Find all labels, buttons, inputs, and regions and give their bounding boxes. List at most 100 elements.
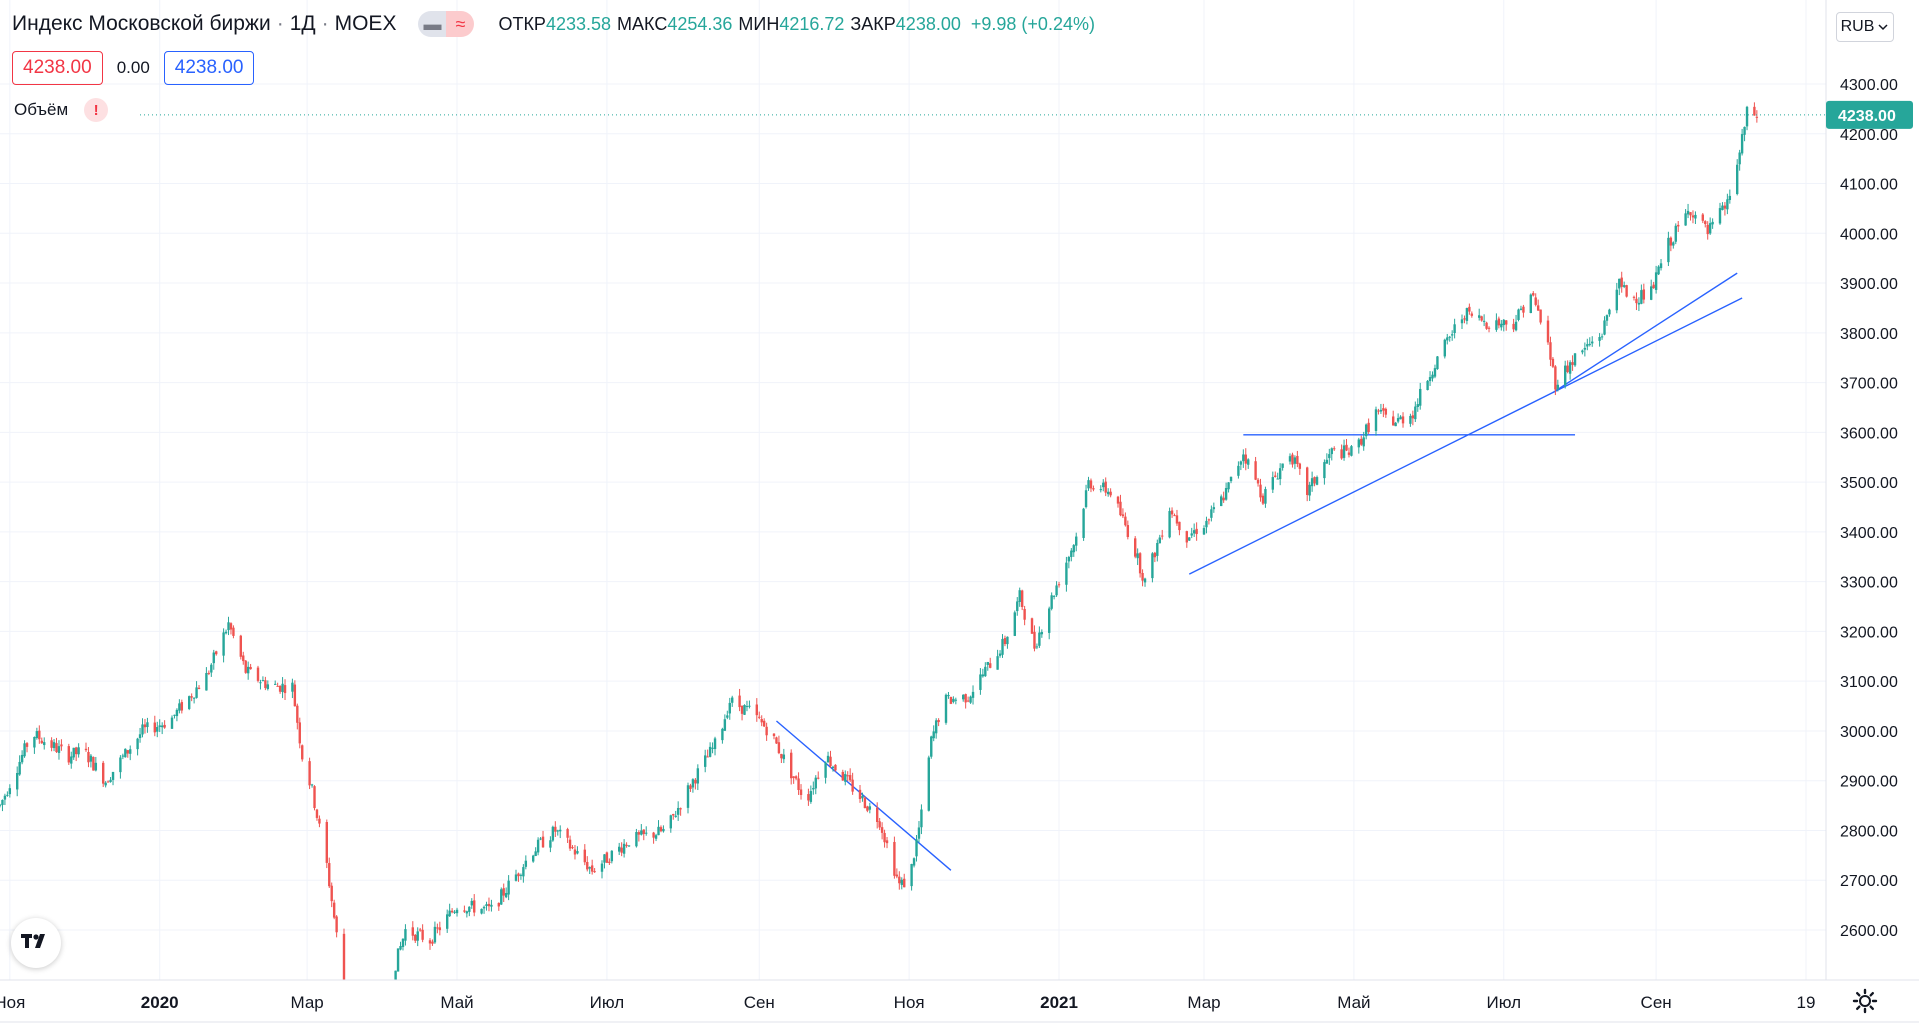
candle-body [1573, 353, 1577, 366]
candle [1298, 462, 1302, 475]
candle-body [1185, 531, 1188, 543]
tradingview-logo-icon[interactable] [11, 918, 61, 968]
candle [1532, 291, 1535, 297]
x-tick-label: Сен [744, 993, 775, 1012]
candle-body [1536, 305, 1540, 311]
wave-icon[interactable]: ≈ [446, 11, 475, 37]
candle-body [1143, 578, 1147, 583]
candle-body [637, 832, 641, 835]
candle-body [1409, 415, 1412, 424]
candle-body [1156, 542, 1159, 556]
candle [1254, 456, 1257, 481]
buy-price-button[interactable]: 4238.00 [163, 51, 255, 85]
candle-body [659, 827, 663, 832]
candle-body [1138, 553, 1142, 574]
low-value: 4216.72 [779, 13, 845, 34]
candle [657, 820, 660, 836]
gear-icon[interactable] [1850, 986, 1880, 1016]
candle [1581, 349, 1584, 355]
candle [608, 858, 611, 866]
candle [549, 836, 552, 853]
candle-body [679, 808, 682, 810]
candle-body [465, 911, 469, 914]
candle [944, 693, 948, 725]
candle [1674, 223, 1677, 245]
candle-body [25, 743, 29, 747]
candle-body [126, 750, 129, 754]
candle [1446, 333, 1449, 345]
candle-body [55, 743, 58, 753]
candle [227, 616, 230, 636]
candle-body [758, 716, 761, 718]
candle [519, 873, 523, 880]
candle-body [590, 865, 594, 872]
candle-body [399, 946, 402, 950]
candle-body [1205, 520, 1208, 528]
candle-body [1689, 212, 1692, 216]
x-tick-label: Июл [590, 993, 625, 1012]
candle [325, 819, 328, 869]
candle [1138, 552, 1142, 578]
last-price-label: 4238.00 [1838, 108, 1896, 125]
trendline[interactable] [1188, 297, 1743, 575]
candle [188, 695, 191, 711]
x-tick-label: 2020 [141, 993, 179, 1012]
candle [301, 744, 304, 762]
volume-label[interactable]: Объём [14, 100, 69, 119]
candle [1478, 308, 1481, 321]
candle-body [274, 683, 277, 685]
trendline[interactable] [1552, 272, 1738, 394]
candle [124, 748, 127, 758]
candle-body [0, 804, 2, 806]
candle [416, 927, 419, 947]
candle-body [1694, 214, 1697, 219]
candle [696, 764, 700, 791]
candle [1686, 203, 1690, 219]
candle [1030, 617, 1034, 634]
candle [1087, 476, 1090, 491]
chart-grid [0, 0, 1826, 980]
sell-price-button[interactable]: 4238.00 [12, 51, 103, 85]
trendline[interactable] [776, 720, 952, 871]
candle-body [129, 749, 132, 754]
y-tick-label: 4200.00 [1840, 127, 1898, 144]
candle-body [1259, 484, 1262, 498]
candle-body [1033, 631, 1036, 649]
legend-toggle-group[interactable]: ▬ ≈ [418, 11, 475, 37]
open-value: 4233.58 [545, 13, 612, 34]
candle [996, 649, 999, 670]
candle-body [342, 933, 346, 981]
candle-body [50, 740, 53, 748]
candle-body [232, 627, 235, 636]
symbol-title[interactable]: Индекс Московской биржи [12, 12, 271, 35]
currency-selector[interactable]: RUB [1836, 12, 1894, 42]
minus-icon[interactable]: ▬ [418, 11, 447, 37]
interval-label[interactable]: 1Д [289, 12, 316, 35]
candle-body [278, 685, 282, 692]
volume-indicator-legend: Объём ! [14, 98, 109, 122]
candle [1428, 371, 1432, 386]
candle-body [1711, 221, 1714, 225]
candle [313, 785, 316, 811]
candle-body [401, 938, 405, 947]
candle [438, 921, 442, 936]
candle-body [67, 746, 70, 763]
candle [436, 923, 439, 934]
candle [1178, 521, 1181, 536]
candle [898, 871, 901, 890]
candle [989, 657, 992, 669]
candle [745, 700, 749, 712]
candle-body [807, 794, 810, 801]
candle [178, 699, 181, 714]
candle-body [780, 753, 783, 759]
candle [1482, 314, 1486, 327]
candle-body [1, 799, 4, 805]
candle-body [38, 730, 41, 740]
candle [1143, 577, 1147, 587]
candle-body [1212, 507, 1216, 510]
candle-body [932, 731, 935, 739]
candle-body [291, 682, 294, 692]
candle [1505, 319, 1508, 331]
warning-icon[interactable]: ! [84, 98, 109, 122]
